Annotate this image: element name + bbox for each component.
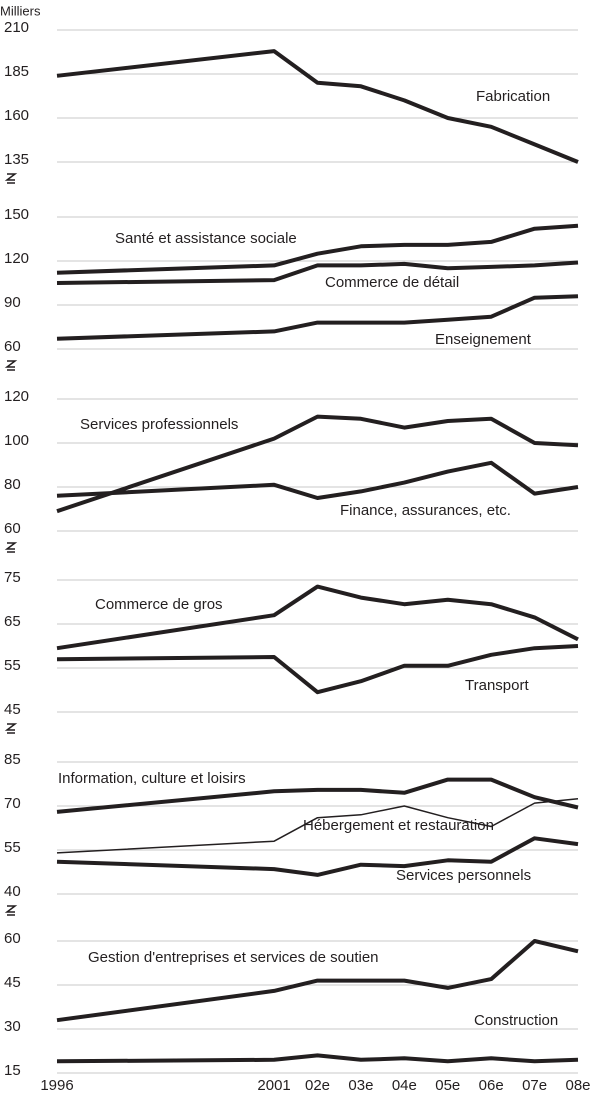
y-tick-label: 45 [4, 974, 21, 991]
series-label: Commerce de détail [325, 274, 459, 291]
x-tick-label: 07e [522, 1077, 547, 1094]
series-label: Santé et assistance sociale [115, 230, 297, 247]
y-tick-label: 65 [4, 613, 21, 630]
y-tick-label: 45 [4, 701, 21, 718]
y-tick-label: 150 [4, 206, 29, 223]
series-line [56, 260, 579, 285]
x-tick-label: 02e [305, 1077, 330, 1094]
series-line [56, 223, 579, 275]
series-line [56, 644, 579, 695]
series-line [56, 584, 579, 651]
axis-break [4, 542, 18, 553]
y-tick-label: 90 [4, 294, 21, 311]
y-tick-label: 80 [4, 476, 21, 493]
y-axis-label: Milliers [0, 3, 41, 18]
x-tick-label: 04e [392, 1077, 417, 1094]
series-label: Services professionnels [80, 416, 238, 433]
series-label: Gestion d'entreprises et services de sou… [88, 949, 379, 966]
series-line [56, 414, 579, 514]
y-tick-label: 40 [4, 883, 21, 900]
x-tick-label: 2001 [257, 1077, 290, 1094]
axis-break [4, 173, 18, 184]
series-line [56, 460, 579, 500]
y-tick-label: 75 [4, 569, 21, 586]
series-label: Services personnels [396, 867, 531, 884]
series-label: Finance, assurances, etc. [340, 502, 511, 519]
series-label: Enseignement [435, 331, 532, 348]
series-label: Information, culture et loisirs [58, 770, 246, 787]
series-label: Transport [465, 677, 529, 694]
y-tick-label: 185 [4, 63, 29, 80]
axis-break [4, 723, 18, 734]
y-tick-label: 100 [4, 432, 29, 449]
x-tick-label: 06e [479, 1077, 504, 1094]
y-tick-label: 55 [4, 657, 21, 674]
x-tick-label: 08e [565, 1077, 590, 1094]
series-label: Construction [474, 1012, 558, 1029]
series-line [56, 294, 579, 341]
y-tick-label: 120 [4, 250, 29, 267]
series-line [56, 939, 579, 1023]
x-tick-label: 03e [348, 1077, 373, 1094]
axis-break [4, 905, 18, 916]
series-label: Fabrication [476, 88, 550, 105]
y-tick-label: 160 [4, 107, 29, 124]
series-line [56, 1053, 579, 1064]
series-line [56, 836, 579, 877]
x-tick-label: 05e [435, 1077, 460, 1094]
series-line [56, 797, 579, 854]
series-line [56, 777, 579, 814]
y-tick-label: 60 [4, 338, 21, 355]
y-tick-label: 60 [4, 520, 21, 537]
y-tick-label: 70 [4, 795, 21, 812]
series-line [56, 49, 579, 164]
y-tick-label: 210 [4, 19, 29, 36]
x-tick-label: 1996 [40, 1077, 73, 1094]
y-tick-label: 15 [4, 1062, 21, 1079]
y-tick-label: 60 [4, 930, 21, 947]
y-tick-label: 85 [4, 751, 21, 768]
series-label: Commerce de gros [95, 596, 223, 613]
series-label: Hébergement et restauration [303, 817, 494, 834]
y-tick-label: 120 [4, 388, 29, 405]
y-tick-label: 135 [4, 151, 29, 168]
y-tick-label: 55 [4, 839, 21, 856]
y-tick-label: 30 [4, 1018, 21, 1035]
axis-break [4, 360, 18, 371]
